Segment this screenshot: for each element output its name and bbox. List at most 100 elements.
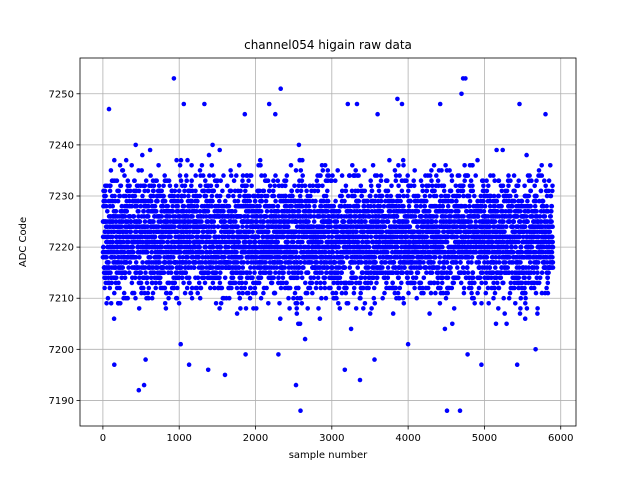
data-point — [318, 280, 323, 286]
data-point — [461, 183, 466, 189]
data-point — [343, 290, 349, 296]
data-point — [456, 275, 461, 281]
data-point — [400, 270, 405, 276]
data-point — [127, 198, 132, 204]
data-point — [350, 163, 355, 168]
data-point — [243, 188, 248, 194]
data-point — [142, 290, 147, 296]
data-point — [264, 285, 269, 291]
data-point — [210, 265, 215, 270]
data-point — [287, 306, 292, 311]
data-point — [411, 183, 417, 189]
data-point — [233, 280, 238, 286]
data-point — [468, 219, 474, 224]
data-point — [156, 163, 161, 168]
data-point — [152, 203, 158, 209]
data-point — [246, 178, 251, 183]
data-point — [368, 280, 374, 286]
data-point — [412, 168, 418, 173]
data-point — [461, 214, 466, 219]
data-point — [176, 188, 182, 194]
data-point — [462, 178, 468, 183]
data-point — [211, 173, 216, 178]
data-point — [390, 311, 396, 316]
data-point — [433, 254, 438, 260]
data-point — [117, 285, 122, 291]
data-point — [107, 188, 113, 194]
data-point — [137, 219, 143, 224]
data-point — [422, 193, 428, 199]
data-point — [119, 275, 124, 281]
data-point — [428, 290, 434, 296]
data-point — [128, 229, 134, 235]
data-point — [379, 193, 385, 199]
data-point — [165, 203, 171, 209]
data-point — [163, 306, 169, 311]
data-point — [319, 295, 324, 301]
data-points — [100, 76, 556, 414]
data-point — [124, 209, 130, 214]
data-point — [315, 188, 321, 194]
data-point — [210, 142, 215, 148]
data-point — [433, 219, 439, 224]
data-point — [449, 178, 455, 183]
data-point — [341, 219, 347, 224]
data-point — [467, 203, 472, 209]
data-point — [477, 275, 483, 281]
data-point — [195, 198, 200, 204]
data-point — [159, 244, 165, 250]
data-point — [261, 290, 266, 296]
data-point — [174, 295, 180, 301]
data-point — [401, 301, 407, 306]
data-point — [125, 178, 131, 183]
data-point — [475, 290, 480, 296]
data-point — [212, 285, 217, 291]
data-point — [405, 193, 410, 199]
data-point — [149, 295, 155, 301]
data-point — [221, 173, 226, 178]
data-point — [243, 280, 249, 286]
data-point — [105, 295, 111, 301]
data-point — [185, 254, 190, 260]
data-point — [443, 295, 449, 301]
data-point — [222, 275, 228, 281]
data-point — [150, 280, 155, 286]
data-point — [385, 265, 391, 270]
data-point — [438, 285, 443, 291]
data-point — [461, 290, 467, 296]
data-point — [479, 280, 484, 286]
data-point — [198, 285, 204, 291]
data-point — [408, 198, 413, 204]
data-point — [263, 214, 269, 219]
data-point — [237, 295, 243, 301]
data-point — [407, 224, 413, 229]
data-point — [133, 142, 138, 148]
data-point — [199, 219, 204, 224]
data-point — [402, 265, 407, 270]
data-point — [317, 316, 323, 322]
data-point — [235, 224, 241, 229]
data-point — [175, 198, 181, 204]
data-point — [247, 295, 253, 301]
data-point — [162, 234, 168, 240]
data-point — [179, 198, 184, 204]
data-point — [475, 157, 480, 163]
data-point — [161, 193, 166, 199]
data-point — [218, 244, 224, 250]
data-point — [158, 219, 163, 224]
data-point — [184, 178, 189, 183]
data-point — [104, 254, 109, 260]
data-point — [190, 214, 195, 219]
data-point — [435, 280, 441, 286]
data-point — [336, 301, 341, 306]
data-point — [319, 239, 324, 245]
data-point — [342, 265, 348, 270]
data-point — [283, 183, 288, 189]
data-point — [382, 290, 387, 296]
data-point — [442, 326, 448, 332]
data-point — [353, 168, 359, 173]
data-point — [336, 209, 342, 214]
data-point — [175, 229, 180, 235]
data-point — [415, 224, 420, 229]
data-point — [396, 163, 401, 168]
